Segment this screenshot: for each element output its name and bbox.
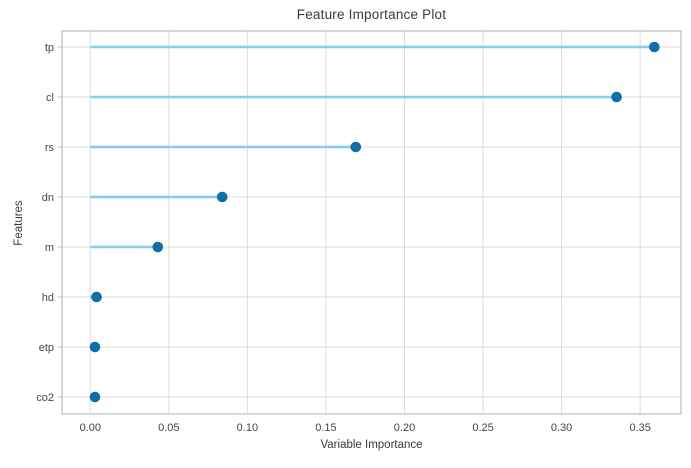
x-tick-label: 0.20: [394, 422, 415, 434]
y-tick-label: tp: [45, 42, 54, 54]
data-point-rs[interactable]: [350, 141, 362, 153]
data-point-tp[interactable]: [648, 41, 660, 53]
y-tick-label: etp: [39, 342, 54, 354]
x-tick-label: 0.35: [629, 422, 650, 434]
x-tick-label: 0.15: [315, 422, 336, 434]
data-point-hd[interactable]: [91, 291, 102, 303]
y-tick-label: m: [45, 242, 54, 254]
y-tick-label: rs: [45, 142, 55, 154]
plot-background: [62, 31, 681, 414]
x-tick-label: 0.00: [80, 422, 101, 434]
x-tick-label: 0.25: [472, 422, 493, 434]
axes-frame: [61, 30, 682, 415]
data-point-co2[interactable]: [89, 391, 101, 403]
y-tick-label: co2: [36, 392, 54, 404]
y-tick-label: cl: [46, 92, 54, 104]
data-point-etp[interactable]: [89, 341, 101, 353]
x-tick-label: 0.30: [551, 422, 572, 434]
x-axis-label: Variable Importance: [320, 439, 423, 451]
chart-title: Feature Importance Plot: [296, 7, 447, 22]
x-tick-label: 0.10: [237, 422, 258, 434]
y-tick-label: hd: [42, 292, 54, 304]
data-point-cl[interactable]: [611, 91, 622, 103]
data-point-dn[interactable]: [216, 191, 228, 203]
data-point-m[interactable]: [152, 241, 164, 253]
y-tick-label: dn: [42, 192, 54, 204]
x-tick-label: 0.05: [158, 422, 179, 434]
